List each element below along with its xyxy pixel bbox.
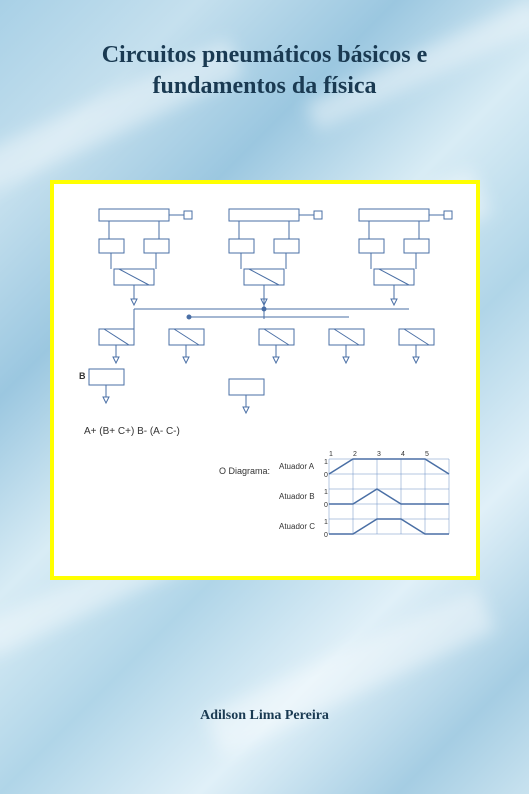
svg-text:4: 4 <box>401 451 405 458</box>
svg-text:0: 0 <box>324 532 328 539</box>
svg-text:Atuador B: Atuador B <box>279 492 315 501</box>
author-name: Adilson Lima Pereira <box>0 708 529 724</box>
svg-text:Atuador C: Atuador C <box>279 522 315 531</box>
svg-text:1: 1 <box>324 489 328 496</box>
svg-text:1: 1 <box>329 451 333 458</box>
title-line-1: Circuitos pneumáticos básicos e <box>102 42 428 68</box>
svg-text:1: 1 <box>324 519 328 526</box>
svg-text:5: 5 <box>425 451 429 458</box>
svg-text:Atuador A: Atuador A <box>279 462 315 471</box>
svg-text:3: 3 <box>377 451 381 458</box>
svg-text:2: 2 <box>353 451 357 458</box>
book-title: Circuitos pneumáticos básicos e fundamen… <box>0 40 529 102</box>
svg-text:B: B <box>79 371 86 381</box>
bg-streak <box>205 589 496 757</box>
title-line-2: fundamentos da física <box>152 73 376 99</box>
pneumatic-diagram-frame: B A+ (B+ C+) B- (A- C-) O Diagrama: Atua… <box>50 180 480 580</box>
diagram-content: B A+ (B+ C+) B- (A- C-) O Diagrama: Atua… <box>54 184 476 576</box>
formula-text: A+ (B+ C+) B- (A- C-) <box>84 426 180 437</box>
svg-text:0: 0 <box>324 472 328 479</box>
pneumatic-circuit-svg: B A+ (B+ C+) B- (A- C-) O Diagrama: Atua… <box>69 199 469 559</box>
svg-text:1: 1 <box>324 459 328 466</box>
svg-text:0: 0 <box>324 502 328 509</box>
svg-text:O Diagrama:: O Diagrama: <box>219 466 270 476</box>
